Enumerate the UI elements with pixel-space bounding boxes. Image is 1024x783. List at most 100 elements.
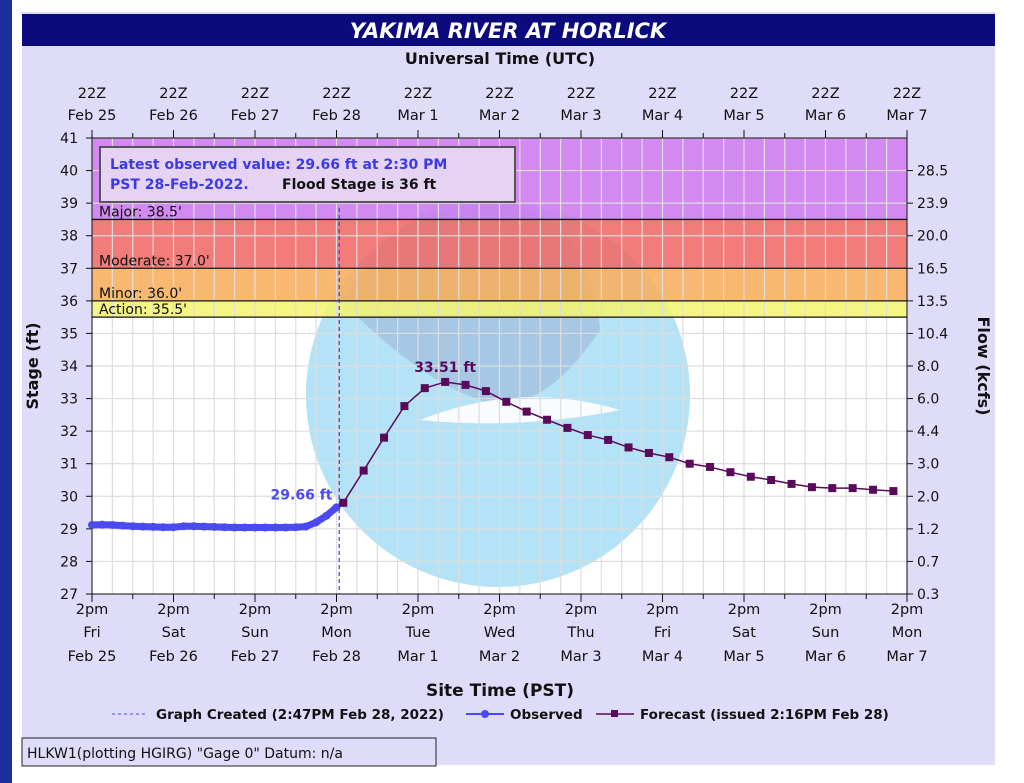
- y-tick-label: 38: [60, 229, 78, 245]
- observed-point: [240, 523, 249, 532]
- x-tick-date: Mar 3: [560, 649, 601, 665]
- y-tick-label: 29: [60, 522, 78, 538]
- observed-point: [291, 523, 300, 532]
- legend-graph-created: Graph Created (2:47PM Feb 28, 2022): [156, 707, 444, 723]
- observed-point: [118, 521, 127, 530]
- forecast-point: [339, 498, 348, 507]
- x2-tick-date: Mar 2: [479, 108, 520, 124]
- y2-tick-label: 6.0: [917, 392, 939, 408]
- x2-tick-time: 22Z: [893, 86, 921, 102]
- observed-point: [210, 522, 219, 531]
- x-tick-day: Sun: [241, 625, 269, 641]
- x-tick-day: Sat: [732, 625, 756, 641]
- y2-tick-label: 10.4: [917, 326, 948, 342]
- x-tick-day: Fri: [83, 625, 100, 641]
- flood-label-major: Major: 38.5': [99, 204, 182, 220]
- forecast-point: [359, 466, 368, 475]
- x-tick-date: Feb 28: [312, 649, 361, 665]
- forecast-point: [828, 484, 837, 493]
- forecast-point: [543, 415, 552, 424]
- observed-point: [149, 522, 158, 531]
- y-axis-title: Stage (ft): [23, 322, 42, 409]
- legend-forecast: Forecast (issued 2:16PM Feb 28): [640, 707, 889, 723]
- y-tick-label: 40: [60, 164, 78, 180]
- forecast-point: [380, 433, 389, 442]
- footer-text: HLKW1(plotting HGIRG) "Gage 0" Datum: n/…: [27, 746, 343, 762]
- x-tick-time: 2pm: [76, 602, 109, 618]
- forecast-point: [807, 483, 816, 492]
- observed-point: [251, 523, 259, 532]
- forecast-point: [604, 435, 613, 444]
- x2-tick-date: Mar 1: [397, 108, 438, 124]
- y2-tick-label: 23.9: [917, 196, 948, 212]
- forecast-point: [706, 462, 715, 471]
- legend-forecast-marker: [611, 710, 618, 717]
- observed-point: [220, 523, 229, 532]
- observed-point: [230, 523, 239, 532]
- forecast-point: [461, 380, 470, 389]
- x2-tick-date: Mar 5: [723, 108, 764, 124]
- x2-tick-time: 22Z: [811, 86, 839, 102]
- x-tick-time: 2pm: [483, 602, 516, 618]
- observed-point: [98, 520, 107, 529]
- forecast-point: [502, 397, 511, 406]
- x-tick-date: Mar 7: [886, 649, 927, 665]
- y-tick-label: 30: [60, 489, 78, 505]
- y-tick-label: 36: [60, 294, 78, 310]
- y2-tick-label: 20.0: [917, 229, 948, 245]
- x2-tick-time: 22Z: [648, 86, 676, 102]
- x2-tick-time: 22Z: [241, 86, 269, 102]
- x-tick-time: 2pm: [320, 602, 353, 618]
- x-tick-time: 2pm: [728, 602, 761, 618]
- x2-tick-date: Feb 26: [149, 108, 198, 124]
- forecast-point: [522, 407, 531, 416]
- forecast-line: [342, 381, 894, 504]
- bottom-axis-title: Site Time (PST): [426, 681, 574, 701]
- forecast-point: [767, 476, 776, 484]
- x-tick-day: Fri: [654, 625, 671, 641]
- forecast-point: [481, 387, 490, 396]
- forecast-point: [889, 487, 898, 496]
- observed-point: [301, 522, 310, 531]
- x-tick-date: Mar 5: [723, 649, 764, 665]
- forecast-crest-label: 33.51 ft: [414, 360, 476, 376]
- observed-point: [261, 523, 270, 532]
- forecast-point: [685, 459, 694, 468]
- observed-point: [108, 520, 117, 529]
- forecast-point: [746, 472, 755, 481]
- y2-tick-label: 28.5: [917, 164, 948, 180]
- x-tick-time: 2pm: [809, 602, 842, 618]
- legend-observed: Observed: [510, 707, 583, 723]
- x-tick-time: 2pm: [239, 602, 272, 618]
- observed-point: [200, 522, 209, 531]
- observed-point: [312, 518, 321, 527]
- forecast-point: [624, 443, 633, 452]
- latest-observed-text: Latest observed value: 29.66 ft at 2:30 …: [110, 157, 447, 173]
- forecast-point: [583, 431, 592, 440]
- legend: Graph Created (2:47PM Feb 28, 2022) Obse…: [112, 707, 889, 723]
- x2-tick-time: 22Z: [404, 86, 432, 102]
- x-tick-day: Mon: [892, 625, 923, 641]
- y2-tick-label: 0.3: [917, 587, 939, 603]
- observed-point: [179, 522, 188, 531]
- y-tick-label: 35: [60, 326, 78, 342]
- legend-observed-marker: [481, 710, 489, 718]
- forecast-point: [726, 468, 735, 477]
- top-axis-title: Universal Time (UTC): [405, 49, 595, 68]
- x2-tick-time: 22Z: [159, 86, 187, 102]
- x-tick-time: 2pm: [402, 602, 435, 618]
- x2-tick-date: Mar 3: [560, 108, 601, 124]
- forecast-point: [665, 453, 674, 462]
- x-tick-day: Sat: [162, 625, 186, 641]
- x-tick-time: 2pm: [891, 602, 924, 618]
- y2-tick-label: 3.0: [917, 457, 939, 473]
- y2-tick-label: 1.2: [917, 522, 939, 538]
- observed-point: [159, 523, 168, 532]
- y-tick-label: 34: [60, 359, 78, 375]
- x2-tick-time: 22Z: [322, 86, 350, 102]
- x-tick-date: Feb 25: [68, 649, 117, 665]
- y-tick-label: 31: [60, 457, 78, 473]
- y-tick-label: 37: [60, 261, 78, 277]
- observed-point: [88, 520, 96, 529]
